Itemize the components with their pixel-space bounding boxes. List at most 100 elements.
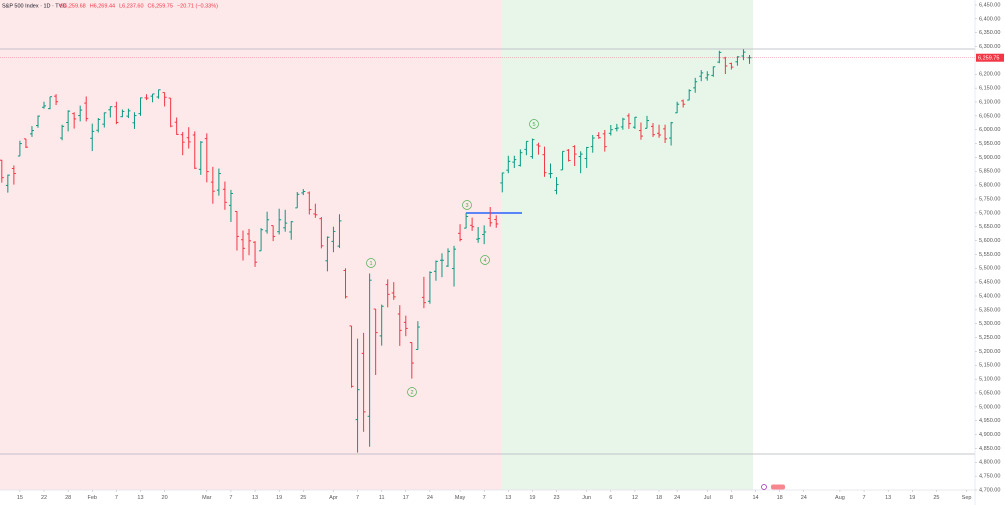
x-tick-label: 24	[427, 495, 433, 501]
ohlc-bar	[222, 181, 227, 210]
ohlc-bar	[198, 141, 203, 175]
ohlc-bar	[42, 101, 47, 109]
ohlc-bar	[265, 211, 270, 234]
ohlc-bar	[319, 217, 324, 249]
ohlc-bar	[132, 112, 137, 129]
ohlc-bar	[168, 97, 173, 128]
x-tick-label: 13	[137, 495, 143, 501]
y-tick-label: 5,200.00	[979, 349, 1000, 355]
y-tick-label: 6,350.00	[979, 30, 1000, 36]
ohlc-bar	[681, 99, 686, 108]
y-tick-label: 6,400.00	[979, 16, 1000, 22]
ohlc-bar	[735, 56, 740, 66]
header-values: O6,259.68 H6,269.44 L6,237.60 C6,259.75 −20.…	[60, 3, 218, 9]
ohlc-bar	[506, 155, 511, 174]
y-tick-label: 5,700.00	[979, 210, 1000, 216]
ohlc-bar	[596, 132, 601, 139]
x-tick-label: 23	[553, 495, 559, 501]
header-value: −20.71 (−0.33%)	[177, 3, 218, 9]
ohlc-bar	[397, 305, 402, 346]
ohlc-bar	[373, 308, 378, 375]
ohlc-bar	[271, 225, 276, 242]
ohlc-bar	[476, 226, 481, 243]
x-tick-label: Jun	[582, 495, 591, 501]
event-icon	[771, 484, 785, 490]
ohlc-bar	[204, 133, 209, 183]
ohlc-bar	[361, 332, 366, 432]
ohlc-bar	[253, 241, 258, 267]
header-value: L6,237.60	[119, 3, 143, 9]
ohlc-bar	[542, 146, 547, 177]
ohlc-bar	[5, 174, 10, 193]
ohlc-bar	[452, 245, 457, 287]
ohlc-bar	[590, 134, 595, 153]
ohlc-bar	[433, 260, 438, 281]
y-tick-label: 5,450.00	[979, 280, 1000, 286]
ohlc-bar	[560, 150, 565, 171]
ohlc-bar	[60, 124, 65, 141]
ohlc-bar	[355, 338, 360, 453]
y-tick-label: 5,650.00	[979, 224, 1000, 230]
y-tick-label: 5,000.00	[979, 404, 1000, 410]
x-tick-label: 19	[529, 495, 535, 501]
ohlc-bar	[620, 117, 625, 130]
x-tick-label: 7	[229, 495, 232, 501]
ohlc-bar	[421, 276, 426, 309]
ohlc-bar	[0, 159, 4, 183]
x-tick-label: Apr	[329, 495, 338, 501]
y-tick-label: 4,800.00	[979, 460, 1000, 466]
ohlc-bar	[518, 149, 523, 167]
ohlc-bar	[632, 116, 637, 129]
y-tick-label: 5,550.00	[979, 252, 1000, 258]
bear-zone	[0, 0, 501, 490]
ohlc-bar	[385, 279, 390, 308]
ohlc-bar	[307, 191, 312, 215]
axes: 6,450.00 6,400.00 6,350.00 6,300.00 6,200.00…	[17, 2, 1001, 501]
ohlc-bar	[729, 62, 734, 70]
price-axis	[975, 0, 1005, 505]
x-tick-label: 15	[17, 495, 23, 501]
ohlc-bar	[35, 115, 40, 128]
ohlc-bar	[464, 212, 469, 229]
ohlc-bar	[72, 112, 77, 129]
ohlc-bar	[90, 123, 95, 152]
x-tick-label: 18	[656, 495, 662, 501]
x-tick-label: Feb	[88, 495, 97, 501]
ohlc-bar	[120, 109, 125, 118]
x-tick-label: 7	[483, 495, 486, 501]
y-tick-label: 4,950.00	[979, 418, 1000, 424]
header-value: H6,269.44	[90, 3, 115, 9]
x-tick-label: 13	[885, 495, 891, 501]
ohlc-bar	[277, 208, 282, 235]
ohlc-bar	[500, 172, 505, 193]
ohlc-bar	[711, 66, 716, 77]
wave-circle	[529, 119, 539, 129]
x-tick-label: Sep	[962, 495, 972, 501]
ohlc-bar	[554, 177, 559, 195]
ohlc-bar	[626, 113, 631, 129]
y-tick-label: 5,400.00	[979, 293, 1000, 299]
x-tick-label: 7	[115, 495, 118, 501]
ohlc-bar	[651, 123, 656, 137]
x-tick-label: 8	[730, 495, 733, 501]
y-tick-label: 4,700.00	[979, 487, 1000, 493]
ohlc-bar	[156, 89, 161, 99]
ohlc-bar	[705, 71, 710, 81]
y-tick-label: 5,750.00	[979, 196, 1000, 202]
y-tick-label: 6,450.00	[979, 2, 1000, 8]
ohlc-bar	[325, 236, 330, 272]
ohlc-bar	[102, 112, 107, 128]
ohlc-bar	[614, 123, 619, 132]
wave-labels	[366, 119, 539, 397]
y-tick-label: 5,300.00	[979, 321, 1000, 327]
ohlc-bar	[301, 189, 306, 196]
ohlc-bar	[108, 106, 113, 118]
header-value: C6,259.75	[148, 3, 173, 9]
x-tick-label: May	[455, 495, 466, 501]
y-tick-label: 6,200.00	[979, 72, 1000, 78]
ohlc-bar	[144, 94, 149, 101]
x-tick-label: 20	[162, 495, 168, 501]
ohlc-bar	[717, 50, 722, 64]
ohlc-bar	[470, 217, 475, 231]
